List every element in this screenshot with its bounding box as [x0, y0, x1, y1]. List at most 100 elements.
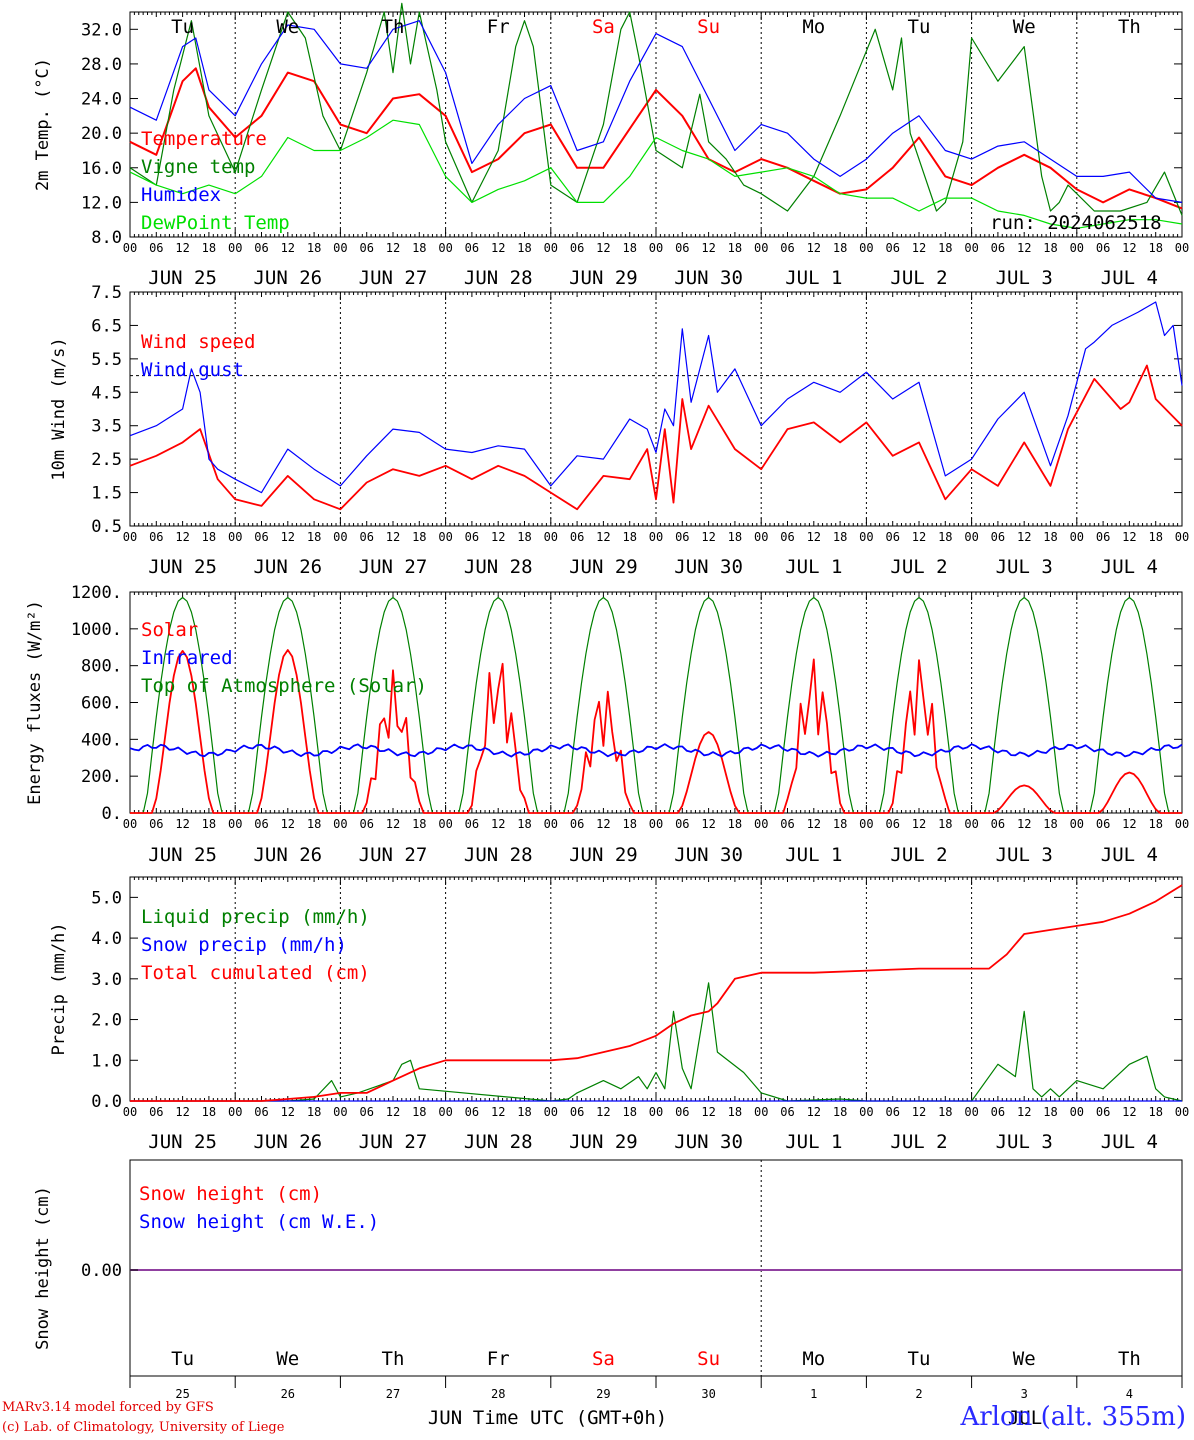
- series-top-of-atmosphere: [130, 596, 1182, 814]
- hour-label: 06: [780, 817, 794, 831]
- day-label: JUL 3: [996, 1131, 1053, 1153]
- hour-label: 18: [1148, 241, 1162, 255]
- hour-label: 18: [412, 817, 426, 831]
- series-solar: [130, 649, 1182, 814]
- series-liquid-precip-mm-h-: [130, 982, 1183, 1102]
- hour-label: 18: [728, 1105, 742, 1119]
- weekday-label: We: [1013, 16, 1036, 38]
- hour-label: 00: [964, 1105, 978, 1119]
- hour-label: 12: [1017, 241, 1031, 255]
- series-total-cumulated-cm-: [130, 884, 1183, 1102]
- hour-label: 06: [465, 817, 479, 831]
- weekday-label: Mo: [802, 16, 825, 38]
- temp-axis-label: 2m Temp. (°C): [33, 58, 53, 191]
- day-label: JUL 3: [996, 556, 1053, 578]
- hour-label: 18: [728, 241, 742, 255]
- y-tick-label: 20.0: [81, 124, 122, 144]
- hour-label: 12: [281, 530, 295, 544]
- legend-top-of-atmosphere-solar-: Top of Atmosphere (Solar): [141, 675, 427, 697]
- hour-label: 06: [885, 241, 899, 255]
- hour-label: 18: [517, 817, 531, 831]
- series-temperature: [129, 67, 1183, 210]
- weekday-label: We: [1013, 1348, 1036, 1370]
- day-label: JUN 28: [464, 267, 533, 289]
- hour-label: 00: [859, 241, 873, 255]
- hour-label: 06: [570, 1105, 584, 1119]
- hour-label: 06: [885, 817, 899, 831]
- day-label: JUN 27: [359, 1131, 428, 1153]
- hour-label: 06: [1096, 241, 1110, 255]
- y-tick-label: 3.0: [91, 970, 122, 990]
- weekday-label: Th: [1118, 16, 1141, 38]
- legend-liquid-precip-mm-h-: Liquid precip (mm/h): [141, 906, 370, 928]
- hour-label: 12: [386, 1105, 400, 1119]
- series-dewpoint-temp: [129, 119, 1183, 229]
- y-tick-label: 1200.: [71, 583, 122, 603]
- day-label: JUN 29: [569, 267, 638, 289]
- hour-label: 00: [1175, 1105, 1189, 1119]
- hour-label: 18: [1148, 1105, 1162, 1119]
- hour-label: 00: [649, 817, 663, 831]
- y-tick-label: 1.5: [91, 484, 122, 504]
- hour-label: 18: [202, 241, 216, 255]
- hour-label: 12: [386, 241, 400, 255]
- hour-label: 12: [807, 1105, 821, 1119]
- hour-label: 18: [938, 241, 952, 255]
- hour-label: 12: [596, 1105, 610, 1119]
- y-tick-label: 4.0: [91, 929, 122, 949]
- day-label: JUN 26: [253, 844, 322, 866]
- hour-label: 12: [175, 241, 189, 255]
- hour-label: 00: [123, 1105, 137, 1119]
- legend-total-cumulated-cm-: Total cumulated (cm): [141, 962, 370, 984]
- day-label: JUN 26: [253, 1131, 322, 1153]
- y-tick-label: 16.0: [81, 159, 122, 179]
- y-tick-label: 200.: [81, 767, 122, 787]
- hour-label: 00: [754, 1105, 768, 1119]
- date-label: 29: [596, 1387, 610, 1401]
- legend-wind-speed: Wind speed: [141, 331, 255, 353]
- day-label: JUN 30: [674, 267, 743, 289]
- hour-label: 00: [333, 817, 347, 831]
- hour-label: 12: [1017, 530, 1031, 544]
- day-label: JUN 25: [148, 556, 217, 578]
- hour-label: 00: [964, 530, 978, 544]
- hour-label: 18: [938, 817, 952, 831]
- day-label: JUL 3: [996, 844, 1053, 866]
- series-wind-speed: [129, 364, 1183, 511]
- legend-solar: Solar: [141, 619, 198, 641]
- day-label: JUN 28: [464, 556, 533, 578]
- hour-label: 06: [149, 817, 163, 831]
- hour-label: 18: [412, 241, 426, 255]
- day-label: JUL 2: [890, 844, 947, 866]
- hour-label: 06: [885, 1105, 899, 1119]
- weekday-label: We: [276, 16, 299, 38]
- hour-label: 12: [281, 241, 295, 255]
- hour-label: 12: [1122, 530, 1136, 544]
- weekday-label: Fr: [487, 1348, 510, 1370]
- y-tick-label: 0.: [102, 804, 122, 824]
- hour-label: 18: [412, 530, 426, 544]
- hour-label: 06: [359, 1105, 373, 1119]
- hour-label: 06: [465, 1105, 479, 1119]
- hour-label: 00: [754, 530, 768, 544]
- hour-label: 12: [912, 241, 926, 255]
- hour-label: 18: [307, 241, 321, 255]
- weekday-label: Fr: [487, 16, 510, 38]
- y-tick-label: 1.0: [91, 1051, 122, 1071]
- hour-label: 00: [544, 1105, 558, 1119]
- hour-label: 00: [1175, 817, 1189, 831]
- day-label: JUN 26: [253, 267, 322, 289]
- hour-label: 18: [202, 530, 216, 544]
- hour-label: 00: [228, 530, 242, 544]
- hour-label: 12: [807, 817, 821, 831]
- hour-label: 18: [1043, 1105, 1057, 1119]
- weekday-label: Mo: [802, 1348, 825, 1370]
- series-vigne-temp: [129, 2, 1183, 216]
- hour-label: 00: [754, 817, 768, 831]
- hour-label: 06: [570, 817, 584, 831]
- hour-label: 06: [780, 241, 794, 255]
- y-tick-label: 32.0: [81, 20, 122, 40]
- hour-label: 00: [544, 817, 558, 831]
- hour-label: 00: [1070, 817, 1084, 831]
- hour-label: 00: [333, 241, 347, 255]
